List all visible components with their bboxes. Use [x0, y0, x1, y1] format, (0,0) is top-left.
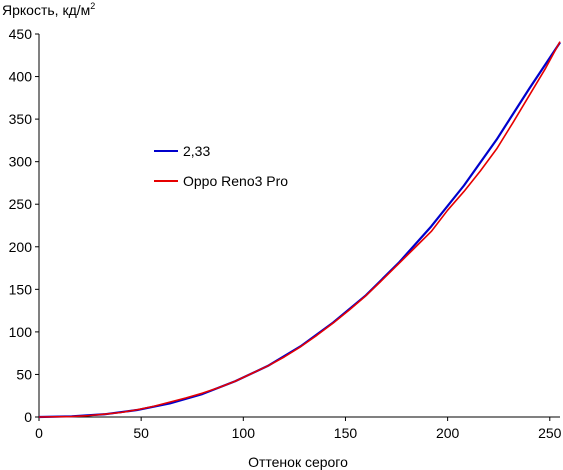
y-axis-ticks: 0 50 100 150 200 250 300 350 400 450 [9, 26, 39, 425]
y-tick-label: 450 [9, 26, 33, 42]
x-tick-label: 50 [133, 425, 149, 441]
y-axis-title: Яркость, кд/м2 [2, 1, 95, 18]
y-tick-label: 400 [9, 69, 33, 85]
y-tick-label: 350 [9, 111, 33, 127]
x-tick-label: 100 [232, 425, 256, 441]
legend-label-oppo-reno3-pro: Oppo Reno3 Pro [183, 173, 288, 189]
chart-axes [38, 34, 560, 418]
series-lines [38, 41, 561, 419]
x-axis-ticks: 0 50 100 150 200 250 [35, 417, 562, 441]
x-axis-title: Оттенок серого [248, 454, 348, 470]
y-tick-label: 150 [9, 281, 33, 297]
chart-legend: 2,33 Oppo Reno3 Pro [154, 143, 288, 189]
legend-label-2-33: 2,33 [183, 143, 210, 159]
x-tick-label: 200 [436, 425, 460, 441]
y-tick-label: 50 [16, 366, 32, 382]
y-tick-label: 300 [9, 154, 33, 170]
y-axis-title-text: Яркость, кд/м [2, 2, 90, 18]
y-tick-label: 0 [24, 409, 32, 425]
y-tick-label: 200 [9, 239, 33, 255]
series-line-oppo-reno3-pro [38, 41, 561, 418]
series-line-2-33 [38, 41, 561, 419]
y-tick-label: 250 [9, 196, 33, 212]
y-tick-label: 100 [9, 324, 33, 340]
y-axis-title-superscript: 2 [90, 1, 95, 11]
x-tick-label: 150 [334, 425, 358, 441]
x-tick-label: 0 [35, 425, 43, 441]
x-tick-label: 250 [538, 425, 562, 441]
